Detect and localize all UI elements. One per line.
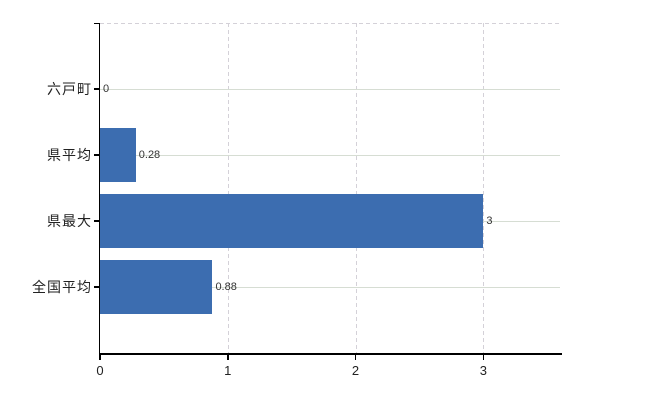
y-axis — [98, 23, 100, 355]
x-tick-mark — [354, 354, 357, 360]
x-tick-label: 0 — [96, 363, 104, 378]
bar-value-label: 3 — [486, 215, 493, 227]
y-tick-mark — [94, 220, 100, 222]
category-label: 県平均 — [47, 147, 92, 163]
category-label: 県最大 — [47, 213, 92, 229]
bar-value-label: 0 — [103, 83, 110, 95]
y-tick-mark — [94, 286, 100, 288]
y-tick-mark — [94, 154, 100, 156]
x-tick-label: 2 — [351, 363, 360, 378]
bar-value-label: 0.88 — [215, 281, 237, 293]
plot-top-border — [100, 23, 560, 24]
grid-line-v — [483, 23, 485, 353]
x-tick-label: 1 — [224, 363, 232, 378]
grid-line-h — [100, 154, 560, 156]
category-label: 六戸町 — [47, 81, 92, 97]
grid-line-v — [227, 23, 229, 353]
x-tick-mark — [227, 354, 229, 360]
y-tick-mark — [94, 88, 100, 90]
bar — [100, 194, 484, 248]
x-tick-mark — [482, 354, 485, 360]
grid-line-v — [355, 23, 357, 353]
x-axis — [98, 353, 562, 355]
bar — [100, 128, 136, 182]
category-label: 全国平均 — [32, 279, 92, 295]
y-tick-mark — [94, 22, 100, 24]
grid-line-h — [100, 286, 560, 288]
x-tick-mark — [99, 354, 101, 360]
bar — [100, 260, 213, 314]
x-tick-label: 3 — [479, 363, 487, 378]
bar-value-label: 0.28 — [138, 149, 161, 161]
grid-line-h — [100, 88, 560, 90]
